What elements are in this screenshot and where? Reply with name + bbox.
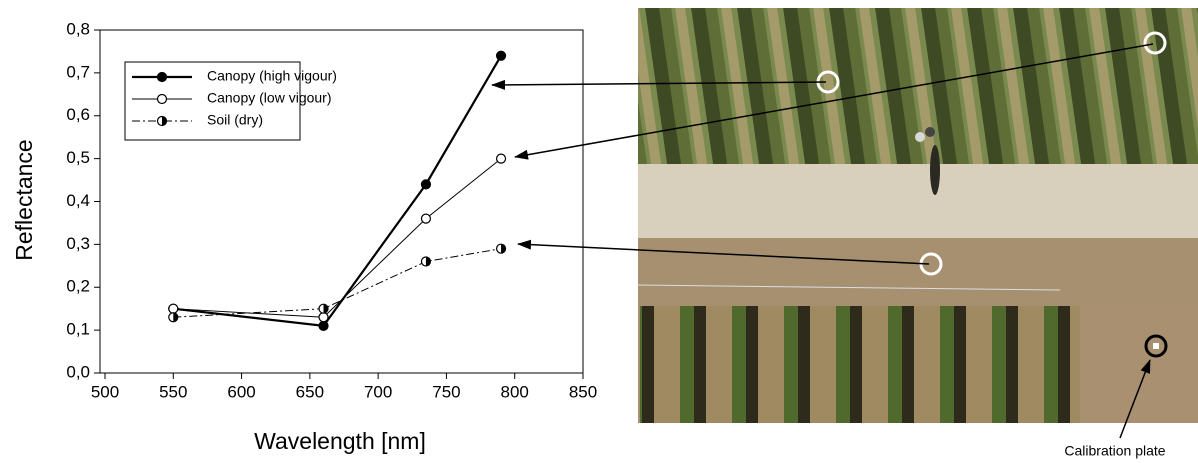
legend-label: Canopy (low vigour) [207,90,332,106]
point [169,304,178,313]
legend-label: Soil (dry) [207,112,263,128]
point-shape [158,73,167,82]
point [319,304,328,313]
x-tick-label: 750 [432,382,460,401]
point [158,73,167,82]
legend-label: Canopy (high vigour) [207,68,337,84]
point [497,51,506,60]
x-tick-label: 850 [569,382,597,401]
x-axis-title: Wavelength [nm] [254,428,426,454]
y-tick-label: 0,5 [66,148,90,167]
y-tick-label: 0,0 [66,362,90,381]
y-tick-label: 0,1 [66,320,90,339]
y-tick-label: 0,4 [66,191,90,210]
point-shape [319,313,328,322]
y-tick-label: 0,7 [66,62,90,81]
point-shape [158,95,167,104]
point-shape [421,214,430,223]
x-tick-label: 700 [364,382,392,401]
point [497,154,506,163]
point [421,257,430,266]
x-tick-label: 600 [227,382,255,401]
point-shape [319,321,328,330]
y-tick-label: 0,6 [66,105,90,124]
point [497,244,506,253]
y-tick-label: 0,2 [66,277,90,296]
aerial-photo [638,8,1198,423]
x-tick-label: 800 [501,382,529,401]
y-tick-label: 0,8 [66,19,90,38]
point-shape [497,154,506,163]
point [319,313,328,322]
x-tick-label: 650 [296,382,324,401]
figure: Calibration plate Wavelength [nm] Reflec… [0,0,1198,463]
series [169,154,506,322]
point [169,313,178,322]
x-tick-label: 550 [159,382,187,401]
point [319,321,328,330]
annotation: Calibration plate [1064,443,1165,459]
x-tick-label: 500 [91,382,119,401]
y-axis-title: Reflectance [11,139,37,260]
series [169,244,506,322]
point-shape [169,304,178,313]
series-line [173,159,501,318]
point [158,95,167,104]
point-shape [421,180,430,189]
y-tick-label: 0,3 [66,234,90,253]
point [421,214,430,223]
point [158,117,167,126]
point-shape [497,51,506,60]
point [421,180,430,189]
